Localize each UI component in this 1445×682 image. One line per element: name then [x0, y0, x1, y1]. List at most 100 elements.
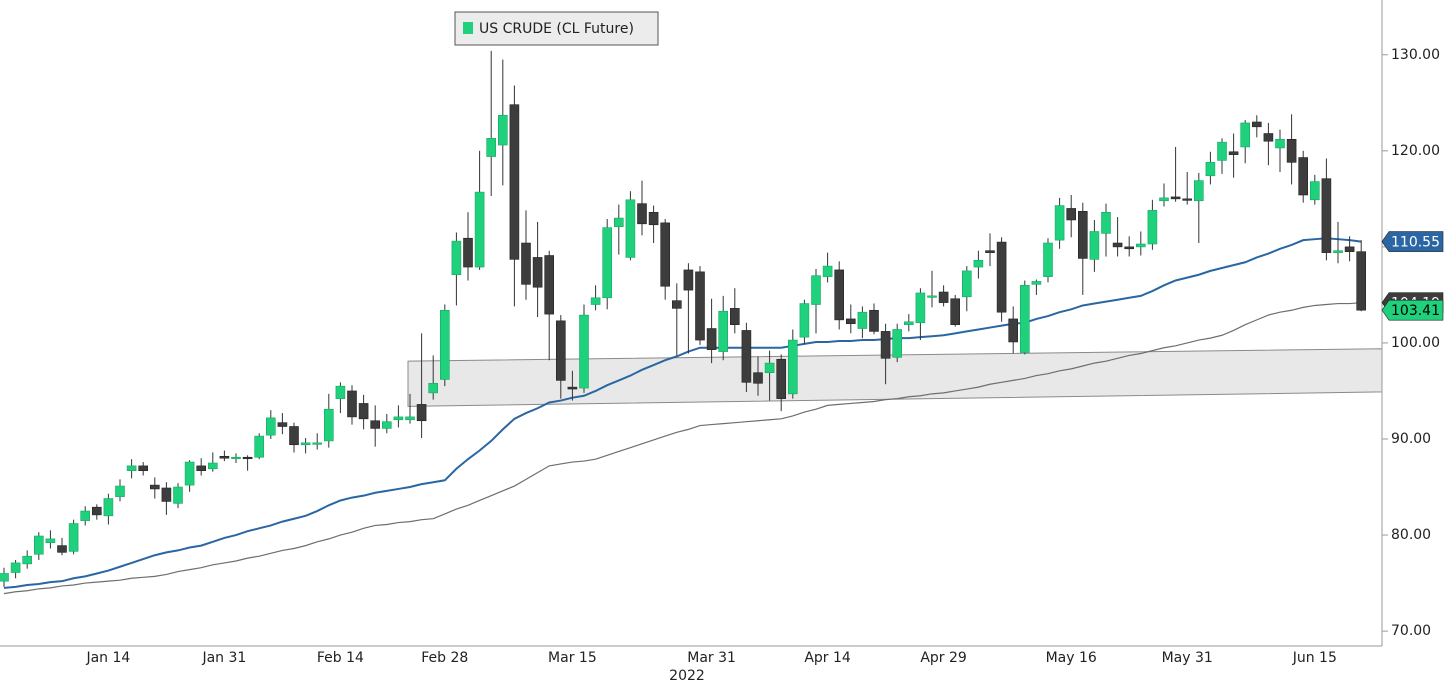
candle-body [822, 265, 833, 277]
candle-body [474, 191, 485, 268]
candle-body [1252, 121, 1262, 128]
candle-body [1310, 181, 1320, 201]
x-tick-label: May 16 [1046, 650, 1097, 666]
candle-body [1124, 246, 1134, 250]
candle-body [150, 484, 160, 490]
x-tick-label: Jun 15 [1292, 650, 1337, 666]
price-label-box [1381, 299, 1444, 321]
candle-body [1263, 133, 1274, 142]
y-tick-label: 120.00 [1391, 143, 1440, 159]
candle-body [161, 487, 172, 502]
candle-body [0, 573, 9, 582]
candle-body [753, 372, 763, 384]
candle-body [950, 298, 961, 325]
legend-box [454, 11, 659, 46]
candle-body [915, 292, 926, 324]
x-tick-label: Jan 31 [201, 650, 246, 666]
candle-body [590, 297, 601, 305]
candle-body [1147, 210, 1158, 245]
candle-body [347, 390, 357, 418]
candle-body [706, 328, 717, 350]
candle-body [671, 300, 682, 309]
y-tick-label: 70.00 [1391, 623, 1431, 639]
y-tick-label: 100.00 [1391, 335, 1440, 351]
candle-body [1228, 151, 1239, 155]
candle-body [254, 435, 264, 458]
candle-body [695, 271, 705, 341]
candle-body [509, 104, 520, 260]
candle-body [405, 416, 415, 421]
candle-body [416, 404, 427, 422]
candle-body [521, 242, 531, 285]
candle-body [938, 291, 949, 303]
x-year-label: 2022 [669, 668, 705, 682]
candle-body [1136, 243, 1146, 248]
candle-body [103, 498, 114, 517]
x-tick-label: Feb 14 [317, 650, 364, 666]
candle-body [486, 138, 497, 157]
candle-body [787, 339, 798, 395]
candle-body [857, 311, 868, 329]
candle-body [1286, 138, 1297, 163]
candle-body [973, 260, 984, 268]
candle-body [68, 523, 79, 552]
candle-body [497, 114, 508, 146]
candle-body [1205, 162, 1216, 177]
moving-average-line [3, 237, 1362, 589]
candle-body [892, 329, 903, 358]
candle-body [115, 485, 125, 497]
candle-body [300, 442, 311, 446]
candle-body [265, 417, 276, 436]
candle-body [80, 510, 90, 521]
price-label: 103.41 [1391, 303, 1440, 319]
candle-body [1019, 284, 1030, 353]
candle-body [45, 538, 56, 544]
candle-body [1194, 180, 1204, 202]
candle-body [648, 211, 659, 226]
candle-body [764, 362, 775, 374]
candle-body [880, 331, 891, 359]
candle-body [845, 318, 856, 325]
candle-body [126, 465, 137, 471]
candle-body [277, 422, 288, 427]
candle-body [741, 330, 752, 383]
candle-body [1217, 141, 1227, 161]
candle-body [1043, 242, 1053, 277]
candle-body [579, 314, 589, 389]
candle-body [208, 462, 218, 470]
candle-body [927, 295, 937, 298]
legend: US CRUDE (CL Future) [454, 11, 659, 46]
x-tick-label: Apr 14 [804, 650, 851, 666]
candle-body [625, 199, 636, 258]
candle-body [532, 257, 543, 288]
candle-body [428, 382, 439, 394]
candle-body [451, 240, 462, 276]
candle-body [1356, 251, 1366, 311]
candle-body [834, 269, 845, 321]
candle-body [10, 562, 21, 573]
candle-body [358, 403, 369, 420]
candle-body [602, 227, 613, 299]
candle-body [33, 535, 44, 555]
candle-body [1275, 138, 1285, 149]
candle-body [1170, 196, 1181, 200]
candle-body [312, 442, 323, 445]
candle-body [660, 222, 671, 287]
candle-body [393, 416, 404, 421]
candle-body [231, 456, 241, 460]
candle-body [219, 455, 230, 459]
x-tick-label: Mar 15 [548, 650, 597, 666]
candle-body [138, 465, 148, 471]
candle-body [683, 269, 694, 291]
candle-body [811, 275, 821, 305]
moving-average-line [3, 302, 1362, 595]
candle-body [718, 310, 729, 352]
candle-body [173, 486, 183, 504]
candle-body [637, 203, 647, 225]
candle-body [1240, 122, 1250, 148]
candle-body [903, 321, 914, 325]
candle-body [776, 358, 787, 399]
candle-body [613, 217, 624, 228]
candle-body [1008, 318, 1019, 343]
